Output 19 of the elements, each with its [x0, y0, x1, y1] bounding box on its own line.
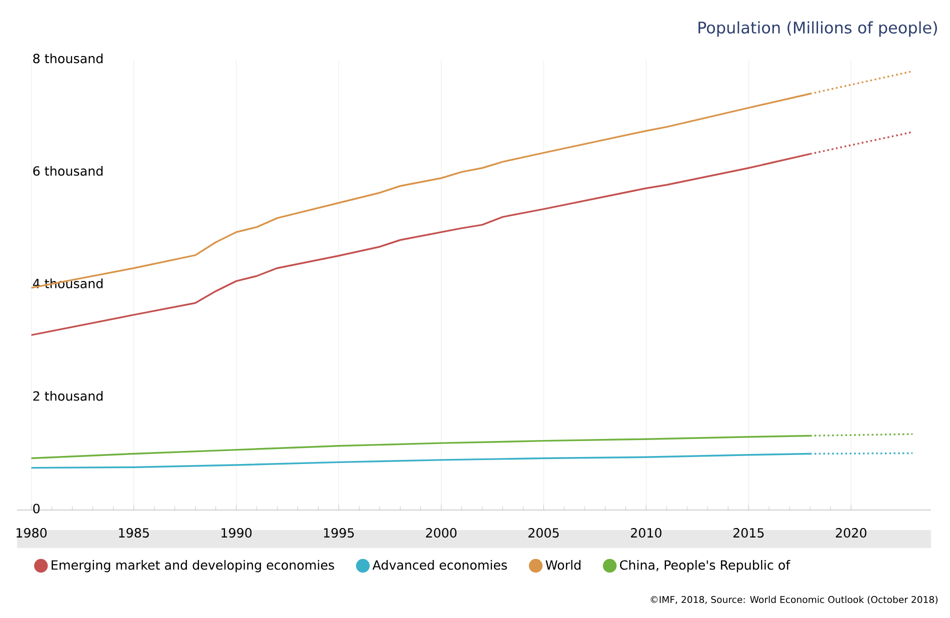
legend-label: China, People's Republic of	[620, 560, 790, 572]
y-tick-label: 2 thousand	[33, 390, 103, 401]
x-tick-label: 1980	[16, 528, 47, 538]
y-tick-label: 8 thousand	[33, 53, 103, 64]
x-tick-label: 1995	[324, 528, 354, 538]
x-tick-label: 2005	[528, 528, 559, 538]
y-tick-label: 0	[33, 504, 40, 514]
legend-label: Emerging market and developing economies	[52, 560, 334, 572]
x-tick-label: 2020	[836, 528, 866, 538]
x-tick-label: 2010	[630, 528, 662, 538]
x-tick-label: 2015	[733, 528, 764, 538]
y-tick-label: 6 thousand	[33, 166, 103, 176]
text: ©IMF, 2018, Source: World Economic Outlook (October 2018)	[650, 596, 938, 604]
legend-label: Advanced economies	[372, 560, 507, 570]
chart-title: Population (Millions of people)	[698, 21, 937, 37]
x-tick-label: 2000	[426, 528, 456, 538]
x-tick-label: 1990	[222, 528, 252, 538]
legend-label: World	[546, 560, 580, 570]
x-tick-label: 1985	[119, 528, 149, 538]
